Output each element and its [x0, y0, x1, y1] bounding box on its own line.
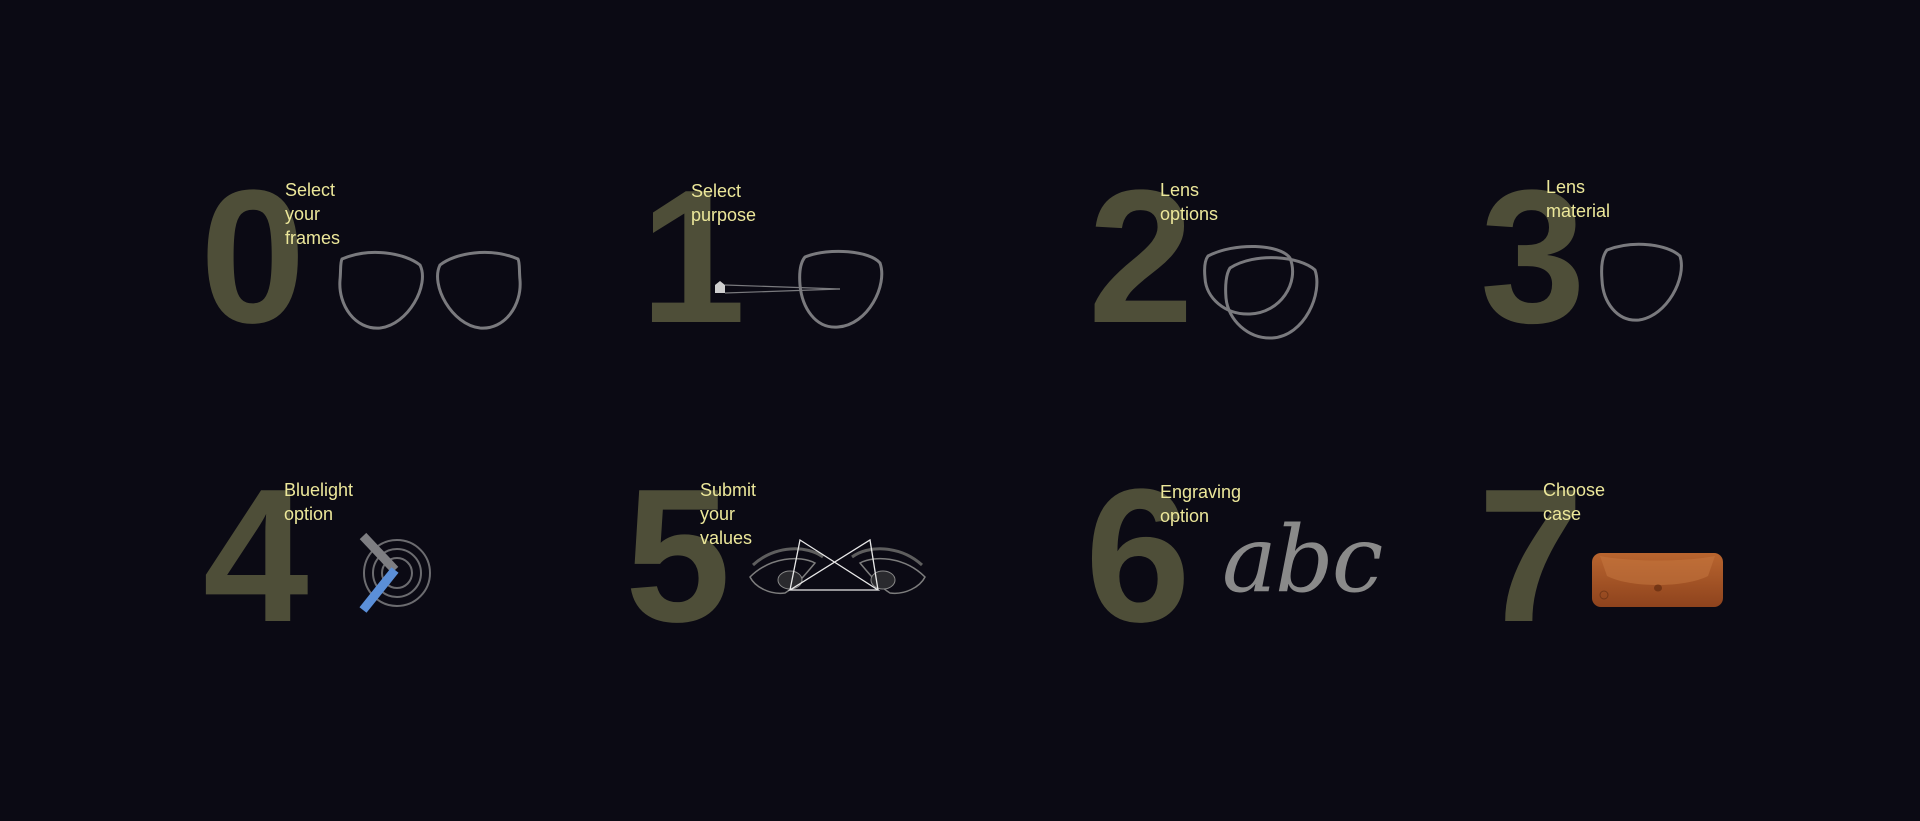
- step-number: 2: [1088, 151, 1194, 363]
- step-number: 4: [203, 450, 309, 662]
- step-label: Submit your values: [700, 480, 757, 548]
- step-label: Select your frames: [285, 180, 341, 248]
- step-label: Bluelight option: [284, 480, 354, 524]
- single-lens-icon: [1600, 242, 1683, 322]
- overlapping-lenses-icon: [1203, 245, 1319, 340]
- engraving-text-icon: abc: [1222, 506, 1383, 613]
- step-label: Choose case: [1543, 480, 1606, 524]
- eye-sightline-lens-icon: [715, 249, 884, 329]
- step-number: 1: [640, 151, 746, 363]
- bluelight-filter-icon: [359, 532, 431, 613]
- step-label: Lens options: [1160, 180, 1219, 224]
- step-number: 3: [1480, 151, 1586, 363]
- two-lenses-icon: [338, 250, 522, 330]
- step-label: Engraving option: [1160, 482, 1242, 526]
- step-label: Lens material: [1546, 177, 1611, 221]
- step-number: 7: [1478, 450, 1584, 662]
- step-number: 5: [625, 450, 731, 662]
- eyes-measurement-icon: [749, 538, 926, 595]
- glasses-case-icon: [1592, 553, 1723, 607]
- step-number: 0: [200, 151, 306, 363]
- step-number: 6: [1085, 450, 1191, 662]
- step-label: Select purpose: [691, 181, 757, 225]
